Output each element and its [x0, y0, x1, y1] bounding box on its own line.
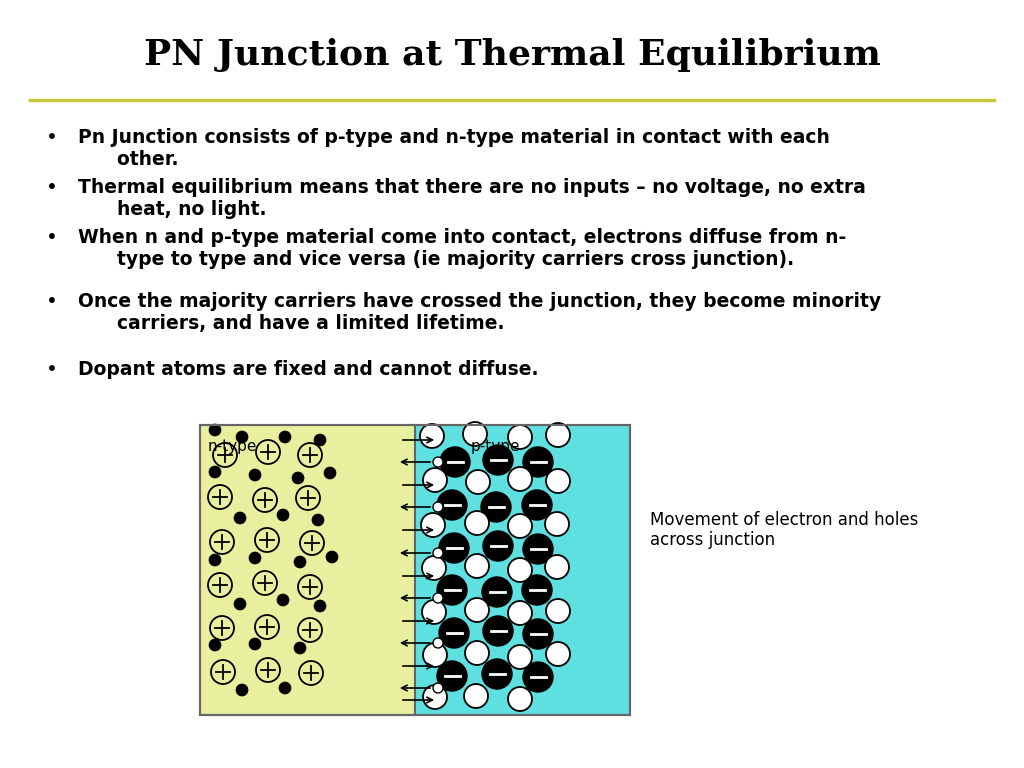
- Text: PN Junction at Thermal Equilibrium: PN Junction at Thermal Equilibrium: [143, 38, 881, 72]
- Circle shape: [546, 642, 570, 666]
- Circle shape: [546, 599, 570, 623]
- Circle shape: [314, 600, 326, 612]
- Circle shape: [508, 425, 532, 449]
- Text: p-type: p-type: [470, 439, 520, 454]
- Circle shape: [420, 424, 444, 448]
- Circle shape: [433, 502, 443, 512]
- Text: •: •: [46, 128, 58, 147]
- Text: Once the majority carriers have crossed the junction, they become minority
     : Once the majority carriers have crossed …: [78, 292, 881, 333]
- Circle shape: [465, 554, 489, 578]
- Circle shape: [508, 687, 532, 711]
- Circle shape: [423, 643, 447, 667]
- Circle shape: [437, 661, 467, 691]
- Circle shape: [481, 492, 511, 522]
- Circle shape: [545, 512, 569, 536]
- Circle shape: [422, 556, 446, 580]
- Circle shape: [294, 642, 306, 654]
- Circle shape: [324, 467, 336, 479]
- Circle shape: [439, 618, 469, 648]
- Circle shape: [292, 472, 304, 484]
- Bar: [200, 425, 630, 715]
- Text: Movement of electron and holes
across junction: Movement of electron and holes across ju…: [650, 511, 919, 549]
- Circle shape: [483, 445, 513, 475]
- Circle shape: [279, 431, 291, 443]
- Circle shape: [522, 490, 552, 520]
- Circle shape: [465, 511, 489, 535]
- Circle shape: [466, 470, 490, 494]
- Circle shape: [482, 577, 512, 607]
- Circle shape: [508, 645, 532, 669]
- Circle shape: [209, 466, 221, 478]
- Circle shape: [508, 514, 532, 538]
- Circle shape: [433, 548, 443, 558]
- Circle shape: [423, 685, 447, 709]
- Circle shape: [209, 424, 221, 436]
- Text: •: •: [46, 360, 58, 379]
- Text: Pn Junction consists of p-type and n-type material in contact with each
      ot: Pn Junction consists of p-type and n-typ…: [78, 128, 829, 169]
- Circle shape: [314, 434, 326, 446]
- Circle shape: [422, 600, 446, 624]
- Circle shape: [278, 509, 289, 521]
- Text: •: •: [46, 228, 58, 247]
- Circle shape: [545, 555, 569, 579]
- Circle shape: [421, 513, 445, 537]
- Circle shape: [546, 469, 570, 493]
- Circle shape: [294, 556, 306, 568]
- Circle shape: [234, 512, 246, 524]
- Circle shape: [508, 467, 532, 491]
- Circle shape: [249, 552, 261, 564]
- Circle shape: [209, 554, 221, 566]
- Bar: [415, 425, 630, 715]
- Circle shape: [464, 684, 488, 708]
- Circle shape: [433, 457, 443, 467]
- Circle shape: [546, 423, 570, 447]
- Circle shape: [508, 601, 532, 625]
- Circle shape: [234, 598, 246, 610]
- Circle shape: [433, 683, 443, 693]
- Circle shape: [465, 598, 489, 622]
- Text: •: •: [46, 292, 58, 311]
- Circle shape: [433, 593, 443, 603]
- Text: Dopant atoms are fixed and cannot diffuse.: Dopant atoms are fixed and cannot diffus…: [78, 360, 539, 379]
- Circle shape: [508, 558, 532, 582]
- Circle shape: [236, 431, 248, 443]
- Circle shape: [433, 638, 443, 648]
- Circle shape: [523, 447, 553, 477]
- Circle shape: [423, 468, 447, 492]
- Circle shape: [439, 533, 469, 563]
- Circle shape: [312, 514, 324, 526]
- Circle shape: [249, 638, 261, 650]
- Circle shape: [437, 575, 467, 605]
- Circle shape: [279, 682, 291, 694]
- Circle shape: [523, 534, 553, 564]
- Circle shape: [463, 422, 487, 446]
- Text: Thermal equilibrium means that there are no inputs – no voltage, no extra
      : Thermal equilibrium means that there are…: [78, 178, 866, 219]
- Circle shape: [278, 594, 289, 606]
- Circle shape: [523, 662, 553, 692]
- Circle shape: [483, 531, 513, 561]
- Circle shape: [209, 639, 221, 651]
- Circle shape: [483, 616, 513, 646]
- Circle shape: [236, 684, 248, 696]
- Text: •: •: [46, 178, 58, 197]
- Circle shape: [522, 575, 552, 605]
- Text: When n and p-type material come into contact, electrons diffuse from n-
      ty: When n and p-type material come into con…: [78, 228, 846, 269]
- Circle shape: [249, 469, 261, 481]
- Circle shape: [326, 551, 338, 563]
- Circle shape: [523, 619, 553, 649]
- Circle shape: [465, 641, 489, 665]
- Bar: [200, 425, 415, 715]
- Circle shape: [440, 447, 470, 477]
- Circle shape: [437, 490, 467, 520]
- Text: n-type: n-type: [208, 439, 257, 454]
- Circle shape: [482, 659, 512, 689]
